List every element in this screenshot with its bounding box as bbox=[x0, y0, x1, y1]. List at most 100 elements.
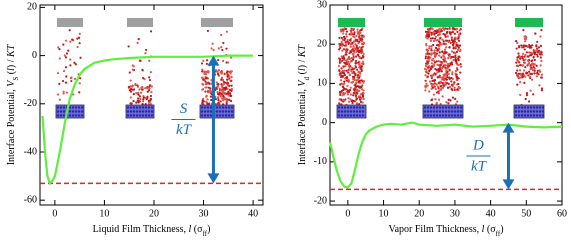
particle bbox=[454, 69, 458, 73]
substrate-atom bbox=[352, 106, 356, 109]
particle bbox=[438, 51, 441, 54]
particle bbox=[530, 54, 533, 57]
particle bbox=[448, 28, 451, 31]
x-axis-label-part: ( bbox=[484, 224, 491, 235]
snapshot-cap bbox=[515, 18, 543, 27]
particle bbox=[137, 38, 140, 41]
particle bbox=[457, 82, 460, 85]
particle bbox=[64, 39, 68, 42]
particle bbox=[455, 78, 458, 82]
substrate-atom bbox=[200, 110, 204, 113]
particle bbox=[351, 42, 354, 45]
particle bbox=[356, 30, 359, 34]
particle bbox=[530, 59, 533, 63]
particle bbox=[430, 44, 433, 48]
substrate-atom bbox=[429, 106, 433, 109]
particle bbox=[444, 81, 447, 84]
substrate-atom bbox=[230, 110, 234, 113]
particle bbox=[522, 46, 525, 49]
substrate-atom bbox=[447, 114, 451, 117]
particle bbox=[229, 92, 232, 95]
particle bbox=[516, 73, 519, 76]
particle bbox=[149, 30, 153, 33]
particle bbox=[434, 88, 437, 91]
particle bbox=[533, 58, 537, 62]
particle bbox=[337, 64, 341, 67]
particle bbox=[70, 76, 73, 79]
particle bbox=[361, 101, 364, 104]
particle bbox=[62, 43, 65, 46]
particle bbox=[148, 101, 151, 104]
particle bbox=[129, 96, 132, 99]
particle bbox=[68, 29, 71, 32]
substrate-atom bbox=[144, 114, 148, 117]
particle bbox=[140, 86, 143, 89]
particle bbox=[537, 49, 541, 52]
particle bbox=[215, 70, 219, 73]
particle bbox=[350, 69, 353, 73]
particle bbox=[212, 48, 215, 52]
particle bbox=[346, 93, 350, 96]
particle bbox=[355, 79, 358, 82]
particle bbox=[454, 56, 457, 59]
particle bbox=[217, 93, 221, 96]
particle bbox=[341, 75, 344, 78]
particle bbox=[456, 48, 460, 52]
particle bbox=[451, 30, 455, 34]
substrate-atom bbox=[444, 114, 448, 117]
particle bbox=[521, 52, 525, 55]
particle bbox=[355, 48, 358, 51]
substrate-atom bbox=[438, 114, 442, 117]
x-tick-label: 40 bbox=[486, 208, 496, 219]
particle bbox=[456, 88, 459, 91]
particle bbox=[352, 35, 355, 38]
substrate-atom bbox=[340, 110, 344, 113]
particle bbox=[444, 35, 447, 38]
particle bbox=[443, 79, 446, 82]
particle bbox=[356, 47, 359, 50]
particle bbox=[142, 76, 145, 80]
substrate-atom bbox=[141, 110, 145, 113]
substrate-atom bbox=[346, 114, 350, 117]
particle bbox=[537, 73, 540, 76]
particle bbox=[526, 45, 530, 49]
particle bbox=[438, 76, 442, 79]
particle bbox=[78, 91, 81, 94]
particle bbox=[353, 100, 356, 103]
particle bbox=[457, 39, 461, 42]
particle bbox=[452, 47, 455, 50]
substrate-atom bbox=[450, 110, 454, 113]
x-tick-label: 60 bbox=[557, 208, 567, 219]
particle bbox=[142, 98, 145, 101]
particle bbox=[439, 63, 442, 66]
particle bbox=[224, 87, 228, 90]
substrate-atom bbox=[517, 106, 521, 109]
particle bbox=[362, 79, 365, 83]
particle bbox=[448, 31, 451, 34]
particle bbox=[356, 88, 359, 91]
substrate-atom bbox=[337, 114, 341, 117]
particle bbox=[229, 99, 233, 103]
particle bbox=[353, 33, 356, 36]
particle bbox=[338, 58, 342, 61]
particle bbox=[425, 68, 428, 71]
particle bbox=[146, 90, 149, 93]
particle bbox=[523, 61, 527, 64]
particle bbox=[356, 85, 359, 88]
particle bbox=[455, 73, 458, 76]
particle bbox=[429, 67, 433, 71]
substrate-atom bbox=[147, 106, 151, 109]
particle bbox=[536, 53, 539, 56]
particle bbox=[216, 83, 220, 86]
particle bbox=[517, 64, 520, 68]
particle bbox=[519, 64, 522, 67]
particle bbox=[533, 49, 536, 52]
particle bbox=[342, 29, 345, 33]
y-tick-label: -40 bbox=[24, 146, 37, 157]
particle bbox=[521, 57, 524, 60]
particle bbox=[438, 31, 441, 34]
particle bbox=[132, 93, 135, 96]
particle bbox=[362, 89, 365, 92]
particle bbox=[230, 87, 233, 91]
y-tick-label: -10 bbox=[314, 156, 327, 167]
